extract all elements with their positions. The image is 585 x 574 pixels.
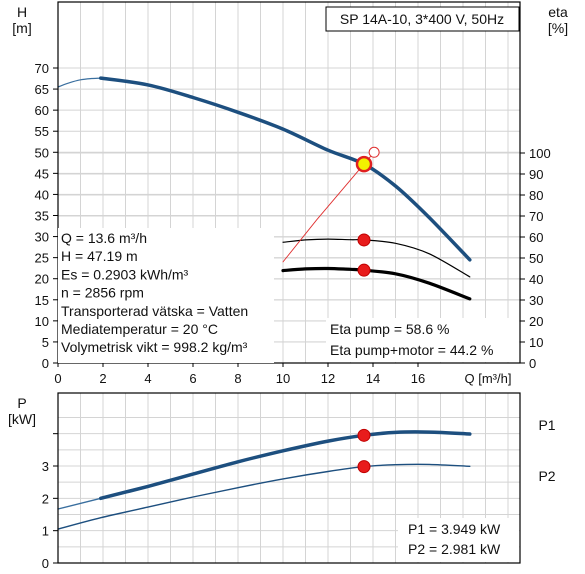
chart-title: SP 14A-10, 3*400 V, 50Hz [340,11,504,27]
eta-tick-label: 70 [529,209,543,224]
h-tick-label: 25 [35,251,49,266]
eta-pump-motor-curve [281,266,472,301]
info-line: Volymetrisk vikt = 998.2 kg/m³ [61,339,248,355]
h-tick-label: 60 [35,103,49,118]
info-line: Q = 13.6 m³/h [61,230,147,246]
h-tick-label: 40 [35,187,49,202]
eta-tick-label: 80 [529,188,543,203]
eta-axis-label: eta [%] [548,4,568,36]
power-readout-line: P1 = 3.949 kW [408,521,501,537]
open-point-marker [368,146,380,158]
h-tick-label: 65 [35,82,49,97]
p-tick-label: 2 [42,491,49,506]
h-tick-label: 10 [35,314,49,329]
q-tick-label: 0 [54,371,61,386]
q-tick-label: 10 [276,371,290,386]
info-line: Es = 0.2903 kWh/m³ [61,266,189,282]
q-axis-label: Q [m³/h] [465,371,512,386]
duty-point-marker [355,155,373,173]
legend-p2: P2 [538,468,555,484]
power-readout-box [398,518,519,562]
eta-tick-label: 40 [529,272,543,287]
eta-line: Eta pump+motor = 44.2 % [330,342,493,358]
power-readout-lines: P1 = 3.949 kW P2 = 2.981 kW [408,521,501,557]
eta-tick-label: 20 [529,314,543,329]
h-tick-label: 35 [35,209,49,224]
h-tick-label: 45 [35,166,49,181]
h-tick-label: 50 [35,145,49,160]
p2-curve [57,463,471,530]
eta-tick-label: 60 [529,230,543,245]
p-axis-label: P [kW] [8,395,36,427]
h-tick-label: 15 [35,293,49,308]
q-tick-label: 6 [189,371,196,386]
h-tick-label: 30 [35,230,49,245]
h-axis-label: H [m] [12,4,31,36]
q-tick-label: 14 [366,371,380,386]
top-chart-frame [57,1,521,364]
h-tick-label: 5 [42,335,49,350]
top-chart-ticks: 0510152025303540455055606570010203040506… [35,61,551,386]
eta-info-lines: Eta pump = 58.6 % Eta pump+motor = 44.2 % [330,321,493,358]
eta-point-marker [357,233,371,247]
h-tick-label: 55 [35,124,49,139]
eta-point-marker [357,263,371,277]
eta-line: Eta pump = 58.6 % [330,321,449,337]
info-line: Transporterad vätska = Vatten [61,303,248,319]
eta-tick-label: 90 [529,167,543,182]
bottom-chart-curves [57,428,472,530]
operating-info-lines: Q = 13.6 m³/h H = 47.19 m Es = 0.2903 kWh/… [61,230,248,355]
h-tick-label: 20 [35,272,49,287]
power-point-marker [357,428,371,442]
top-chart-curves [57,76,472,301]
info-line: n = 2856 rpm [61,285,144,301]
eta-info-box [326,318,519,362]
q-tick-label: 2 [99,371,106,386]
bottom-chart-ticks: 0 1 2 3 [42,433,58,571]
legend-p1: P1 [538,417,555,433]
eta-tick-label: 50 [529,251,543,266]
q-tick-label: 16 [411,371,425,386]
operating-info-box [58,228,274,363]
h-tick-label: 0 [42,356,49,371]
q-tick-label: 12 [321,371,335,386]
q-tick-label: 8 [234,371,241,386]
eta-tick-label: 10 [529,335,543,350]
h-curve [99,76,472,262]
power-point-marker [357,460,371,474]
p1-curve-extension [57,497,102,510]
power-readout-line: P2 = 2.981 kW [408,541,501,557]
p-tick-label: 3 [42,459,49,474]
bottom-chart-frame [57,392,521,564]
eta-tick-label: 0 [529,356,536,371]
p-tick-label: 0 [42,556,49,571]
title-box [325,6,520,32]
info-line: H = 47.19 m [61,248,138,264]
eta-pump-curve [282,238,471,278]
h-tick-label: 70 [35,61,49,76]
eta-tick-label: 100 [529,146,551,161]
info-line: Mediatemperatur = 20 °C [61,321,218,337]
p-tick-label: 1 [42,524,49,539]
p1-curve [99,430,472,501]
q-tick-label: 4 [144,371,151,386]
h-curve-extension [57,77,102,88]
eta-tick-label: 30 [529,293,543,308]
